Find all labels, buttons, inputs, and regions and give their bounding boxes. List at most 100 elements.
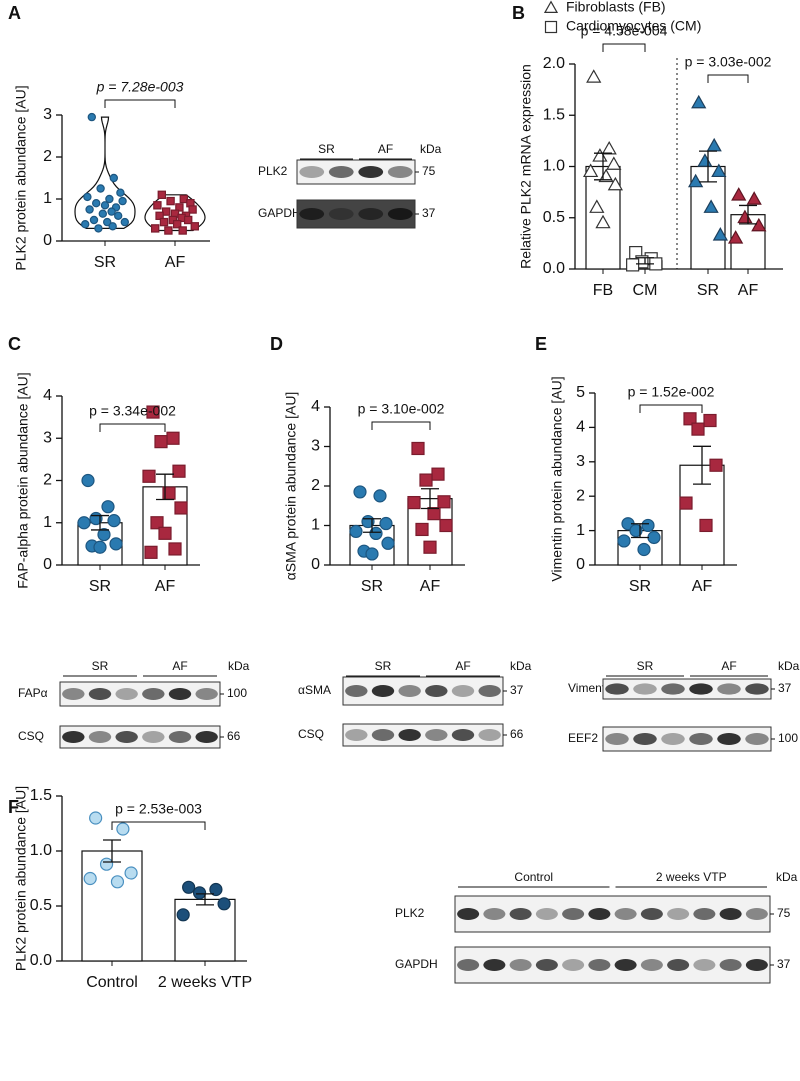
data-point <box>173 220 182 229</box>
data-point <box>85 205 94 214</box>
blot-band <box>633 683 657 695</box>
blot-band <box>535 959 558 971</box>
blot-marker: 37 <box>777 957 791 971</box>
data-point <box>583 163 599 178</box>
blot-band <box>667 959 690 971</box>
data-point <box>691 422 705 436</box>
blot-band <box>535 908 558 920</box>
data-point <box>91 198 101 208</box>
blot-band <box>451 729 475 741</box>
data-point <box>589 199 605 213</box>
y-tick-label: 1 <box>43 190 52 207</box>
blot-unit: kDa <box>510 659 532 673</box>
blot-band <box>398 685 421 697</box>
data-point <box>142 469 156 483</box>
x-tick-label: FB <box>593 282 613 299</box>
data-point <box>116 188 125 197</box>
blot-band <box>371 685 395 697</box>
blot-group-label: SR <box>375 659 392 673</box>
blot-band <box>483 908 506 920</box>
p-value: p = 3.34e-002 <box>89 403 176 419</box>
legend-label: Fibroblasts (FB) <box>566 0 666 15</box>
blot-band <box>605 683 629 695</box>
blot-group-label: SR <box>92 659 109 673</box>
blot-band <box>358 166 384 178</box>
data-point <box>647 530 661 545</box>
blot-group-label: 2 weeks VTP <box>656 870 727 884</box>
blot-band <box>633 733 657 745</box>
blot-band <box>509 908 532 920</box>
y-tick-label: 1 <box>576 522 585 539</box>
data-point <box>411 441 425 456</box>
blot-band <box>562 959 585 971</box>
data-point <box>439 518 453 533</box>
data-point <box>81 473 95 488</box>
y-tick-label: 2 <box>311 477 320 494</box>
x-tick-label: AF <box>420 578 441 595</box>
data-point <box>94 224 103 233</box>
data-point <box>679 496 693 510</box>
data-point <box>176 908 190 922</box>
data-point <box>415 522 429 537</box>
blot-band <box>745 733 769 745</box>
blot-unit: kDa <box>420 142 442 156</box>
data-point <box>688 173 704 188</box>
y-axis-label: PLK2 protein abundance [AU] <box>13 85 29 270</box>
blot-frame <box>454 895 771 933</box>
data-point <box>381 536 395 550</box>
data-point <box>107 207 116 216</box>
data-point <box>109 537 123 551</box>
blot-band <box>195 688 218 700</box>
data-point <box>437 495 451 509</box>
data-point <box>96 184 105 193</box>
x-tick-label: CM <box>633 282 658 299</box>
data-point <box>97 527 111 542</box>
data-point <box>683 412 697 426</box>
data-point <box>93 540 107 554</box>
blot-band <box>345 729 368 741</box>
blot-band <box>345 685 368 697</box>
data-point <box>601 140 617 155</box>
blot-band <box>88 731 112 743</box>
blot-marker: 66 <box>227 729 241 743</box>
y-tick-label: 0 <box>576 556 585 573</box>
y-tick-label: 1.0 <box>30 842 52 859</box>
legend-marker <box>544 20 558 34</box>
data-point <box>629 523 643 538</box>
panel-letter: E <box>535 334 547 354</box>
legend-label: Cardiomyocytes (CM) <box>566 18 701 34</box>
data-point <box>168 542 182 556</box>
blot-frame <box>602 726 772 752</box>
data-point <box>706 137 722 152</box>
p-value: p = 2.53e-003 <box>115 801 202 817</box>
significance-bracket <box>371 421 431 430</box>
data-point <box>116 822 130 836</box>
data-point <box>699 518 713 533</box>
data-point <box>124 866 138 880</box>
blot-unit: kDa <box>228 659 250 673</box>
y-tick-label: 0 <box>43 232 52 249</box>
blot-band <box>387 208 413 220</box>
blot-band <box>745 959 768 971</box>
data-point <box>712 227 728 241</box>
blot-band <box>605 733 629 745</box>
p-value: p = 7.28e-003 <box>96 79 184 95</box>
data-point <box>595 214 611 229</box>
blot-band <box>509 959 532 971</box>
data-point <box>626 258 640 272</box>
x-tick-label: AF <box>692 578 713 595</box>
y-tick-label: 0.5 <box>30 897 52 914</box>
y-tick-label: 3 <box>43 429 52 446</box>
data-point <box>617 534 631 548</box>
y-tick-label: 4 <box>311 398 320 415</box>
blot-marker: 66 <box>510 727 524 741</box>
data-point <box>419 473 433 487</box>
data-point <box>89 811 103 825</box>
blot-group-label: SR <box>318 142 335 156</box>
blot-band <box>719 908 742 920</box>
y-tick-label: 1.0 <box>543 158 565 175</box>
data-point <box>188 205 197 214</box>
blot-group-label: AF <box>172 659 187 673</box>
y-tick-label: 2 <box>43 148 52 165</box>
